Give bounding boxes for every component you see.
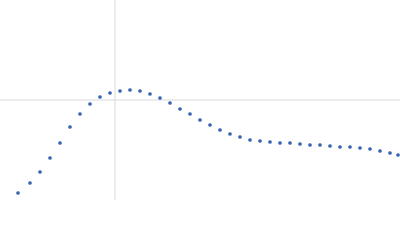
data-point xyxy=(38,170,42,174)
data-point xyxy=(248,138,252,142)
data-point xyxy=(148,92,152,96)
data-point xyxy=(228,132,232,136)
data-point xyxy=(168,101,172,105)
data-point xyxy=(388,151,392,155)
data-point xyxy=(258,139,262,143)
data-point xyxy=(278,141,282,145)
data-point xyxy=(138,89,142,93)
data-point xyxy=(178,107,182,111)
data-point xyxy=(348,145,352,149)
data-point xyxy=(308,143,312,147)
data-point xyxy=(118,89,122,93)
chart xyxy=(0,0,400,200)
data-point xyxy=(268,140,272,144)
data-point xyxy=(68,125,72,129)
data-point xyxy=(328,144,332,148)
data-point xyxy=(238,135,242,139)
data-point xyxy=(338,145,342,149)
data-point xyxy=(318,143,322,147)
data-point xyxy=(128,88,132,92)
data-point xyxy=(218,128,222,132)
data-point xyxy=(78,112,82,116)
data-point xyxy=(368,147,372,151)
data-point xyxy=(158,96,162,100)
data-point xyxy=(208,123,212,127)
data-point xyxy=(298,142,302,146)
data-point xyxy=(88,102,92,106)
data-point xyxy=(288,141,292,145)
data-point xyxy=(358,146,362,150)
data-point xyxy=(378,149,382,153)
data-point xyxy=(16,191,20,195)
data-point xyxy=(98,95,102,99)
data-point xyxy=(108,91,112,95)
data-point xyxy=(48,156,52,160)
data-point xyxy=(188,112,192,116)
data-point xyxy=(396,153,400,157)
data-point xyxy=(28,181,32,185)
data-point xyxy=(198,118,202,122)
data-point xyxy=(58,141,62,145)
